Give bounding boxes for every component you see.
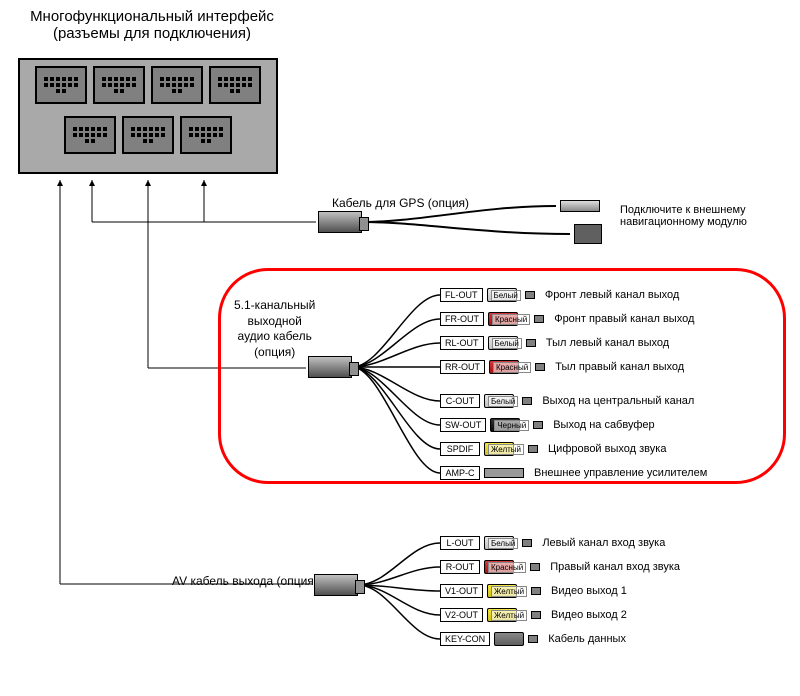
rca-tip-icon — [531, 611, 541, 619]
port-row-top — [20, 60, 276, 110]
connector-description: Видео выход 1 — [551, 585, 627, 597]
connector-tag: V2-OUT — [440, 608, 483, 622]
rca-color-label: Желтый — [491, 586, 527, 597]
diagram-title: Многофункциональный интерфейс (разъемы д… — [22, 8, 282, 42]
av-plug-icon — [314, 574, 358, 596]
connector-row: V2-OUT Желтый Видео выход 2 — [440, 606, 627, 624]
rca-color-label: Белый — [488, 538, 518, 549]
title-line1: Многофункциональный интерфейс — [22, 8, 282, 25]
rca-tip-icon — [522, 539, 532, 547]
connector-description: Правый канал вход звука — [550, 561, 680, 573]
port — [35, 66, 87, 104]
gps-cable-label: Кабель для GPS (опция) — [332, 196, 469, 210]
port — [64, 116, 116, 154]
connector-tag: V1-OUT — [440, 584, 483, 598]
port — [180, 116, 232, 154]
rca-color-label: Желтый — [491, 610, 527, 621]
rca-tip-icon — [528, 635, 538, 643]
port — [93, 66, 145, 104]
connector-tag: R-OUT — [440, 560, 480, 574]
connector-row: L-OUT Белый Левый канал вход звука — [440, 534, 665, 552]
connector-description: Левый канал вход звука — [542, 537, 665, 549]
connector-row: R-OUT Красный Правый канал вход звука — [440, 558, 680, 576]
connector-description: Видео выход 2 — [551, 609, 627, 621]
title-line2: (разъемы для подключения) — [22, 25, 282, 42]
port — [209, 66, 261, 104]
av-cable-label: AV кабель выхода (опция) — [172, 574, 318, 588]
gps-connector-icon — [574, 224, 602, 244]
connector-tag: L-OUT — [440, 536, 480, 550]
rca-tip-icon — [531, 587, 541, 595]
rca-color-label: Красный — [488, 562, 526, 573]
interface-connector-block — [18, 58, 278, 174]
gps-jack-icon — [560, 200, 600, 212]
connector-row: V1-OUT Желтый Видео выход 1 — [440, 582, 627, 600]
port-row-bottom — [20, 110, 276, 160]
connector-description: Кабель данных — [548, 633, 626, 645]
gps-plug-icon — [318, 211, 362, 233]
connector-tag: KEY-CON — [440, 632, 490, 646]
rca-body — [494, 632, 524, 646]
gps-description: Подключите к внешнему навигационному мод… — [620, 204, 780, 228]
port — [122, 116, 174, 154]
rca-tip-icon — [530, 563, 540, 571]
highlight-ellipse — [218, 268, 786, 484]
connector-row: KEY-CON Кабель данных — [440, 630, 626, 648]
port — [151, 66, 203, 104]
